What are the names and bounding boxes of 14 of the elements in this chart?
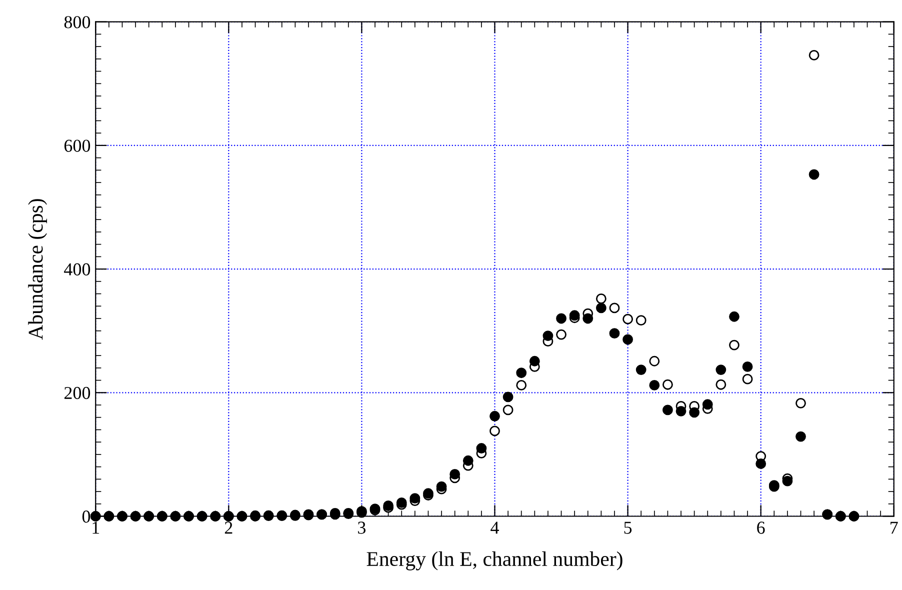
x-tick-label: 5 [624, 522, 632, 534]
y-tick-label: 200 [64, 386, 90, 400]
x-axis-title: Energy (ln E, channel number) [366, 551, 622, 570]
y-axis-title: Abundance (cps) [28, 199, 47, 340]
x-tick-label: 4 [490, 522, 499, 534]
y-tick-label: 800 [64, 16, 90, 28]
y-tick-label: 0 [82, 510, 90, 523]
x-tick-label: 3 [358, 522, 366, 534]
y-tick-label: 400 [64, 263, 90, 276]
x-tick-label: 6 [757, 522, 765, 534]
x-tick-label: 2 [224, 522, 232, 534]
x-tick-label: 7 [890, 522, 898, 534]
x-tick-label: 1 [92, 522, 100, 534]
y-tick-label: 600 [64, 140, 90, 152]
